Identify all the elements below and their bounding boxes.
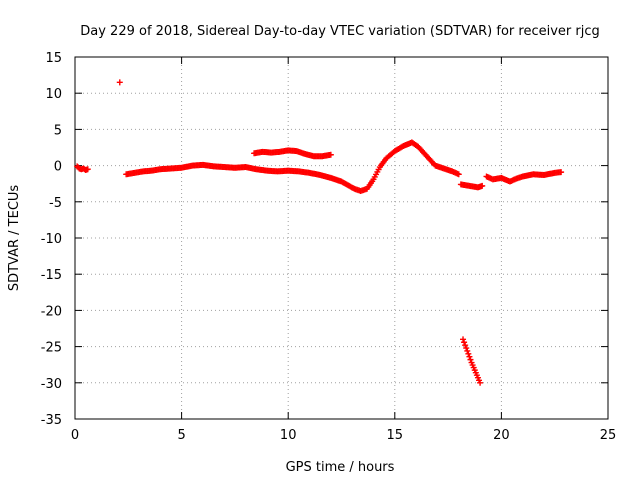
- ticks: 0 5 10 15 20 25 -35 -30 -25 -20 -15 -10 -5 0 5 10 15: [41, 51, 617, 443]
- y-tick-label: -10: [41, 232, 62, 247]
- y-tick-label: -30: [41, 377, 62, 392]
- trace-point: [478, 183, 485, 190]
- y-tick-label: -5: [49, 196, 62, 211]
- trace-point: [348, 184, 355, 191]
- trace-point: [467, 356, 474, 363]
- trace-point: [556, 169, 563, 176]
- y-tick-label: -20: [41, 304, 62, 319]
- x-tick-label: 25: [600, 428, 617, 443]
- x-tick-label: 20: [493, 428, 510, 443]
- x-tick-label: 15: [387, 428, 404, 443]
- trace-point: [462, 342, 469, 349]
- plot-frame: [74, 56, 609, 420]
- trace-point: [461, 339, 468, 346]
- y-tick-label: 10: [45, 87, 62, 102]
- trace-point: [326, 151, 333, 158]
- data-point: [460, 336, 467, 343]
- chart-title: Day 229 of 2018, Sidereal Day-to-day VTE…: [80, 24, 600, 39]
- trace-point: [463, 345, 470, 352]
- trace-point: [466, 353, 473, 360]
- x-tick-label: 0: [71, 428, 79, 443]
- grid: [75, 57, 608, 419]
- y-tick-label: -25: [41, 341, 62, 356]
- trace-point: [375, 166, 382, 173]
- x-tick-label: 5: [177, 428, 185, 443]
- data-point: [116, 79, 123, 86]
- x-axis-label: GPS time / hours: [286, 460, 395, 475]
- trace-point: [397, 144, 404, 151]
- y-tick-label: -15: [41, 268, 62, 283]
- y-tick-label: 5: [54, 123, 62, 138]
- trace-point: [454, 170, 461, 177]
- trace-point: [412, 142, 419, 149]
- x-tick-label: 10: [280, 428, 297, 443]
- y-tick-label: -35: [41, 413, 62, 428]
- y-tick-label: 0: [54, 160, 62, 175]
- trace-point: [369, 178, 376, 185]
- trace-point: [389, 150, 396, 157]
- data-point: [464, 347, 471, 354]
- trace-point: [342, 180, 349, 187]
- trace-point: [476, 377, 483, 384]
- y-axis-label: SDTVAR / TECUs: [7, 185, 22, 292]
- trace-point: [83, 166, 90, 173]
- trace-point: [471, 367, 478, 374]
- y-tick-label: 15: [45, 51, 62, 66]
- trace-point: [465, 350, 472, 357]
- data-points: [74, 79, 565, 386]
